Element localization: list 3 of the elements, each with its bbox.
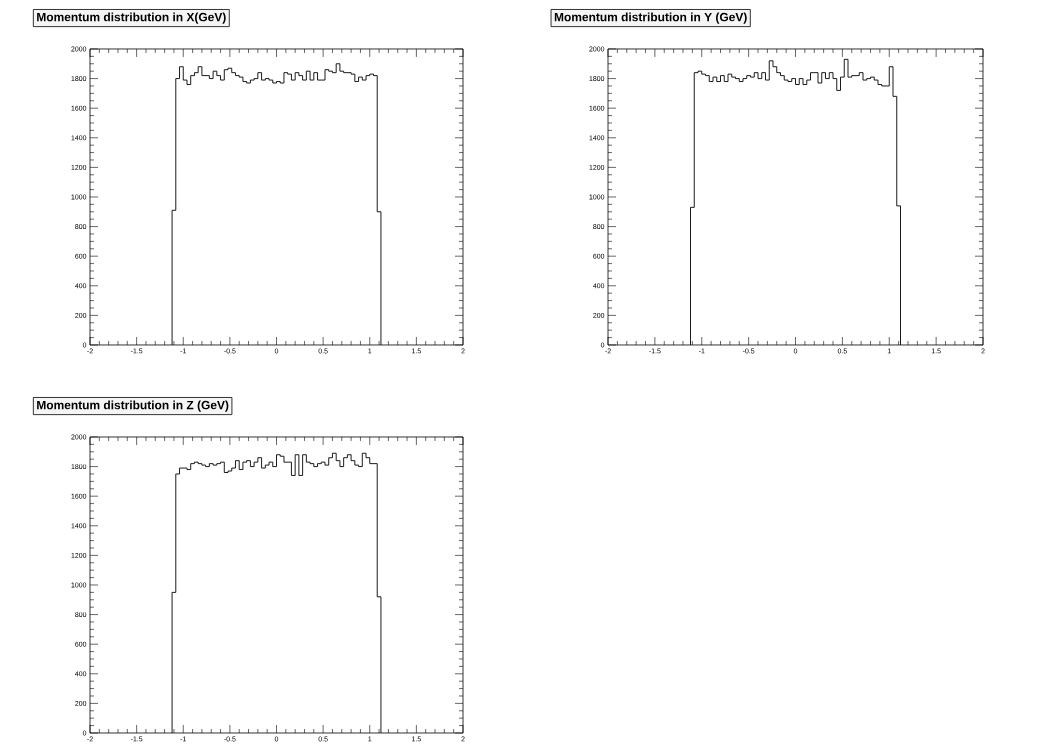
- chart-title: Momentum distribution in Y (GeV): [554, 12, 747, 24]
- chart-title: Momentum distribution in X(GeV): [37, 12, 226, 24]
- chart-title: Momentum distribution in Z (GeV): [37, 400, 229, 412]
